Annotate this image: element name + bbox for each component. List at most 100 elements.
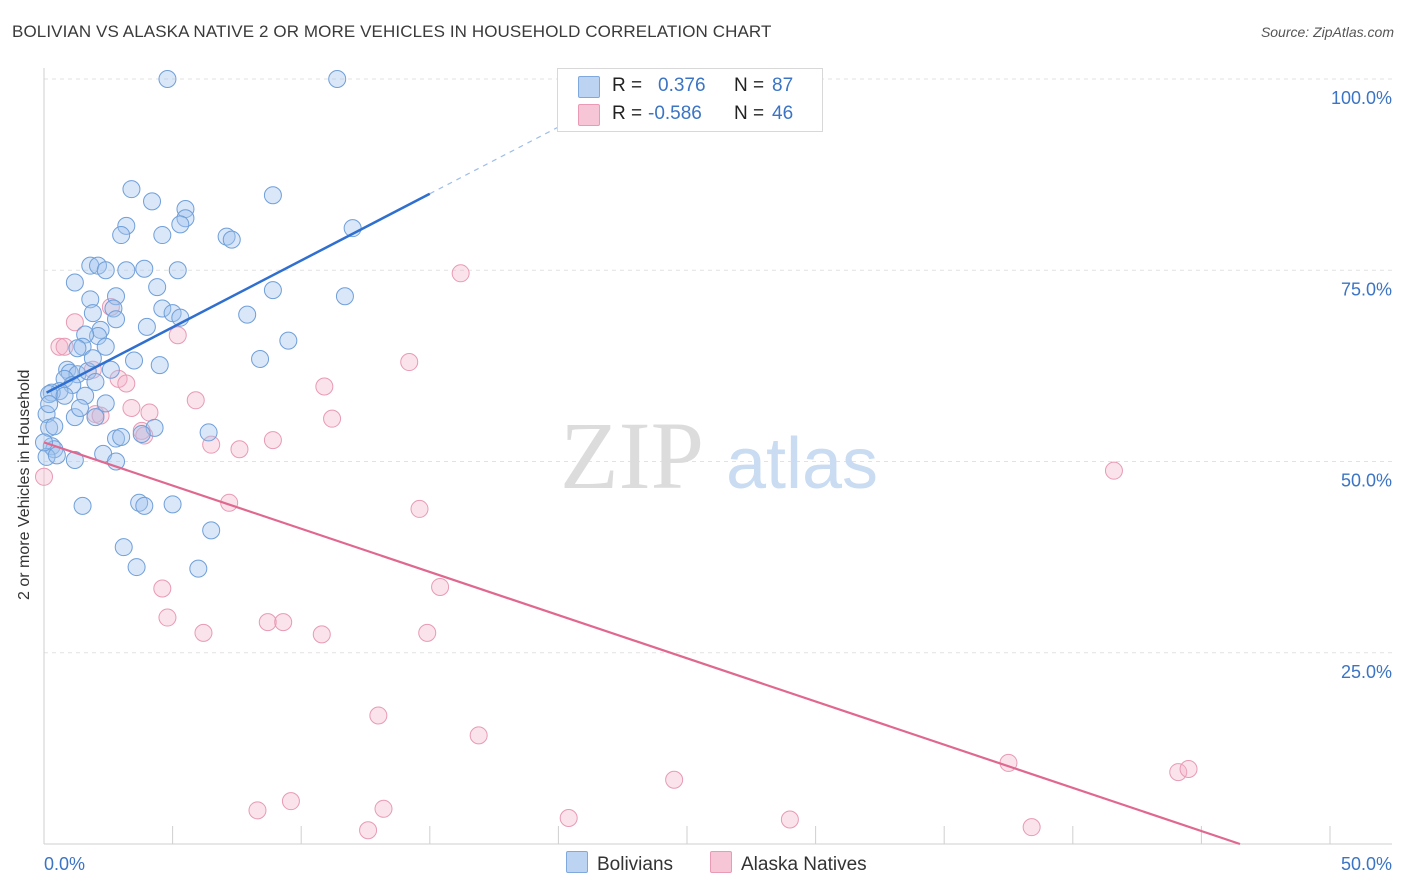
legend-r-label: R = <box>612 75 643 96</box>
y-tick-label: 25.0% <box>1341 662 1392 682</box>
tick-labels: 25.0% 50.0% 75.0% 100.0% 0.0% 50.0% <box>44 88 1392 874</box>
bolivians-point <box>153 299 172 318</box>
y-tick-label: 50.0% <box>1341 471 1392 491</box>
bolivians-point <box>335 287 354 306</box>
stats-legend: R = 0.376 N = 87 R = -0.586 N = 46 <box>557 68 823 132</box>
bolivians-point <box>202 521 221 540</box>
legend-r-value-bolivians: 0.376 <box>658 75 706 96</box>
bolivians-point <box>130 493 149 512</box>
bolivians-point <box>135 496 154 515</box>
bolivians-point <box>112 428 131 447</box>
alaska-natives-point <box>158 608 177 627</box>
legend-n-value-alaska-natives: 46 <box>772 103 794 124</box>
alaska-natives-point <box>281 792 300 811</box>
bottom-legend-alaska-natives: Alaska Natives <box>710 851 867 876</box>
legend-r-label: R = <box>612 103 643 124</box>
alaska-natives-legend-label: Alaska Natives <box>741 854 867 875</box>
alaska-natives-point <box>274 613 293 632</box>
alaska-natives-point <box>323 409 342 428</box>
alaska-natives-point <box>410 499 429 518</box>
alaska-natives-point <box>469 726 488 745</box>
alaska-natives-point <box>374 799 393 818</box>
bolivians-point <box>137 317 156 336</box>
bolivians-point <box>279 331 298 350</box>
alaska-natives-legend-swatch <box>710 851 732 873</box>
bolivians-point <box>117 216 136 235</box>
bolivians-point <box>125 351 144 370</box>
alaska-natives-point <box>186 391 205 410</box>
alaska-natives-point <box>117 374 136 393</box>
watermark-atlas: atlas <box>726 424 878 504</box>
bolivians-point <box>68 339 87 358</box>
alaska-natives-point <box>1179 760 1198 779</box>
bolivians-point <box>81 290 100 309</box>
bolivians-point <box>112 226 131 245</box>
alaska-natives-point <box>258 613 277 632</box>
bolivians-point <box>83 304 102 323</box>
bolivians-point <box>263 186 282 205</box>
watermark: ZIP atlas <box>560 402 878 509</box>
bolivians-point <box>132 424 151 443</box>
alaska-natives-point <box>153 579 172 598</box>
alaska-natives-point <box>122 398 141 417</box>
chart-source: Source: ZipAtlas.com <box>1260 24 1394 40</box>
alaska-natives-point <box>248 801 267 820</box>
bolivians-point <box>117 261 136 280</box>
alaska-natives-point <box>230 440 249 459</box>
bolivians-point <box>171 215 190 234</box>
bolivians-point <box>107 310 126 329</box>
alaska-natives-point <box>451 264 470 283</box>
alaska-natives-point <box>65 313 84 332</box>
bolivians-trend-extension <box>429 119 572 195</box>
bolivians-trend-line <box>45 192 431 394</box>
bolivians-point <box>199 423 218 442</box>
bolivians-point <box>150 356 169 375</box>
bolivians-point <box>104 299 123 318</box>
alaska-natives-point <box>369 706 388 725</box>
bolivians-point <box>153 226 172 245</box>
alaska-natives-point <box>559 808 578 827</box>
legend-n-label: N = <box>734 103 765 124</box>
alaska-natives-point <box>1169 763 1188 782</box>
alaska-natives-point <box>400 353 419 372</box>
bolivians-point <box>189 559 208 578</box>
watermark-zip: ZIP <box>560 402 704 509</box>
bolivians-swatch <box>578 76 600 98</box>
bolivians-point <box>40 395 59 414</box>
gridlines <box>44 78 1392 654</box>
trend-lines <box>43 119 1241 846</box>
alaska-natives-point <box>1022 818 1041 837</box>
bolivians-point <box>122 180 141 199</box>
bolivians-point <box>328 70 347 88</box>
bottom-legend-bolivians: Bolivians <box>566 851 673 876</box>
alaska-natives-swatch <box>578 104 600 126</box>
bolivians-points <box>35 70 362 578</box>
bolivians-point <box>71 398 90 417</box>
bolivians-point <box>148 278 167 297</box>
bolivians-point <box>135 259 154 278</box>
bolivians-point <box>96 337 115 356</box>
bolivians-point <box>251 349 270 368</box>
bolivians-point <box>45 417 64 436</box>
alaska-natives-point <box>168 326 187 345</box>
alaska-natives-point <box>55 337 74 356</box>
alaska-natives-point <box>418 623 437 642</box>
bolivians-point <box>222 230 241 249</box>
alaska-natives-point <box>665 770 684 789</box>
bolivians-point <box>86 372 105 391</box>
bolivians-point <box>127 558 146 577</box>
bolivians-point <box>238 305 257 324</box>
bolivians-point <box>65 408 84 427</box>
bolivians-legend-swatch <box>566 851 588 873</box>
bolivians-point <box>143 192 162 211</box>
axes <box>43 68 1392 845</box>
alaska-natives-point <box>50 337 69 356</box>
bolivians-point <box>86 408 105 427</box>
alaska-natives-points <box>35 264 1198 840</box>
alaska-natives-point <box>780 810 799 829</box>
bolivians-point <box>101 360 120 379</box>
x-tick-label: 0.0% <box>44 854 85 874</box>
bolivians-point <box>96 394 115 413</box>
alaska-natives-point <box>194 623 213 642</box>
